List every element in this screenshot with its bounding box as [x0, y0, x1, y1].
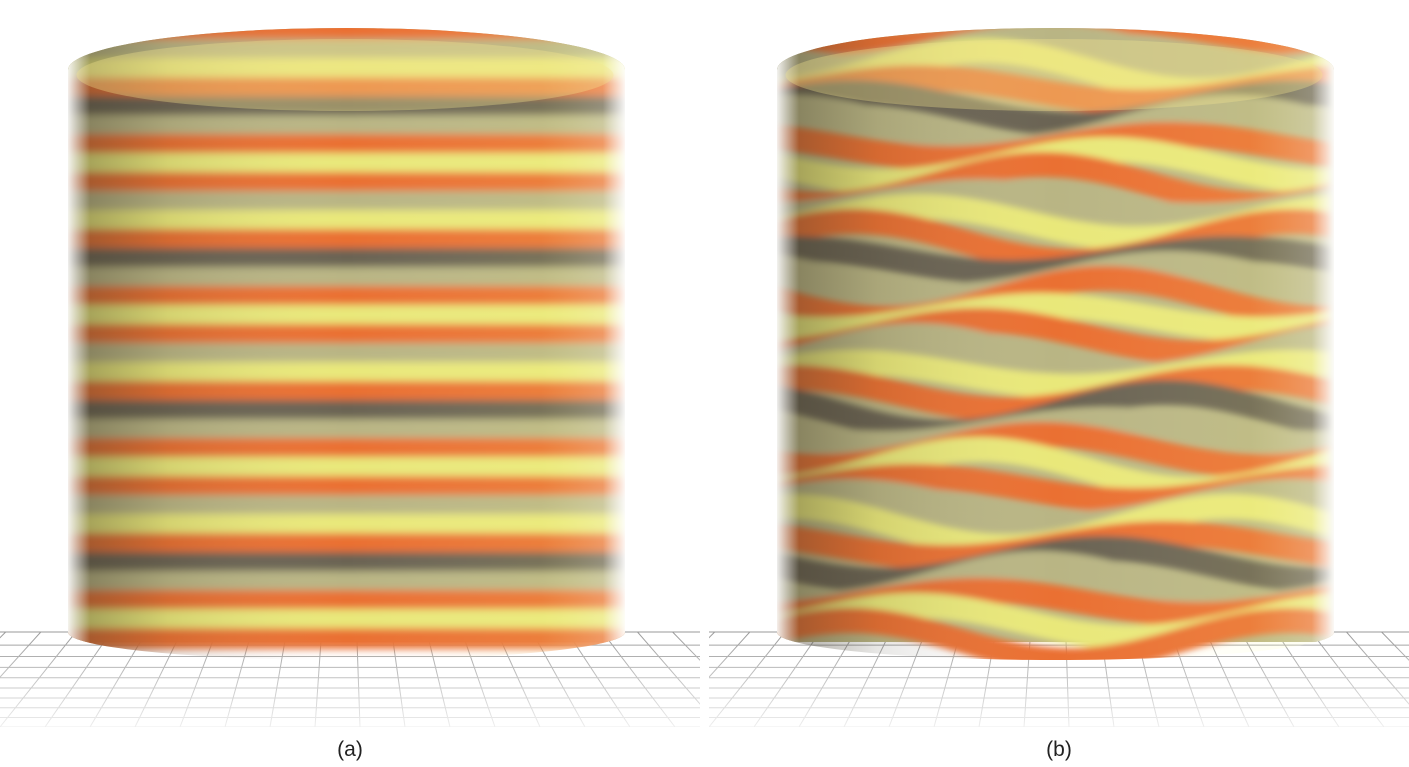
panel-b-wavy-bands-cylinder: (b): [709, 0, 1409, 767]
panel-a-flat-bands-cylinder: (a): [0, 0, 700, 767]
cylinder-volume: [777, 28, 1334, 661]
cylinder-render-b: [709, 28, 1409, 767]
cylinder-render-a: [0, 28, 700, 767]
cylinder-top-cap: [785, 39, 1323, 111]
caption-a: (a): [337, 738, 363, 761]
cylinder-volume: [68, 28, 625, 661]
cylinder-top-cap: [76, 39, 614, 111]
caption-b: (b): [1046, 738, 1072, 761]
